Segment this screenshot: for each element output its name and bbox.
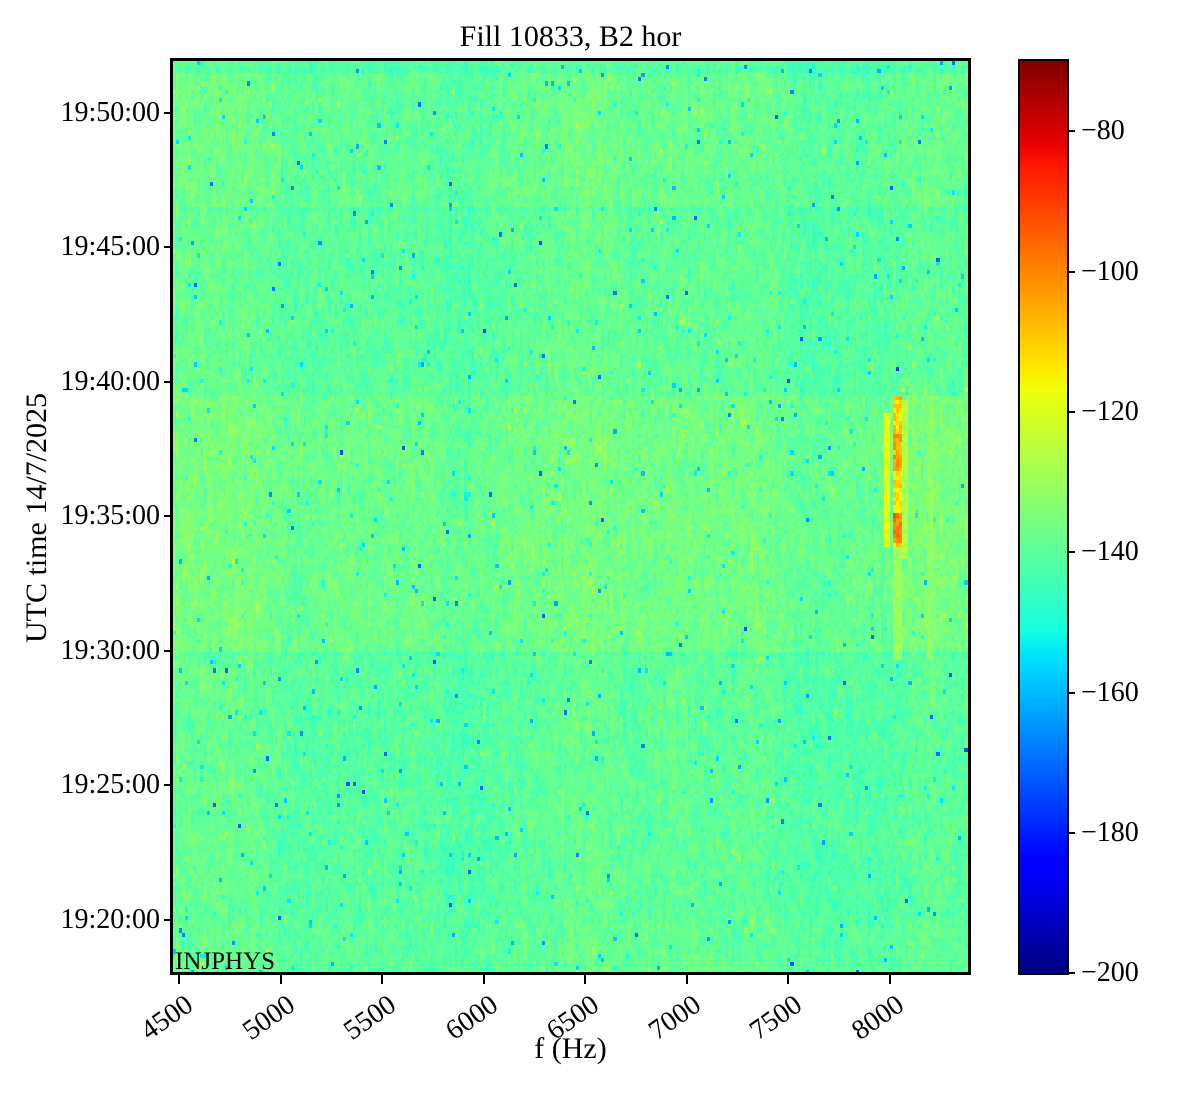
y-tick-mark: [164, 246, 173, 249]
x-axis-label: f (Hz): [534, 1032, 607, 1065]
y-tick-label: 19:40:00: [60, 365, 160, 397]
colorbar-tick-mark: [1067, 551, 1075, 554]
colorbar-tick-label: −160: [1081, 676, 1139, 708]
colorbar-tick-mark: [1067, 130, 1075, 133]
figure-title: Fill 10833, B2 hor: [459, 20, 682, 53]
x-tick-mark: [787, 975, 790, 984]
x-tick-mark: [888, 975, 891, 984]
colorbar-tick-label: −100: [1081, 255, 1139, 287]
spectrogram-heatmap-canvas: [173, 61, 968, 975]
y-tick-label: 19:20:00: [60, 903, 160, 935]
colorbar-tick-label: −120: [1081, 395, 1139, 427]
x-tick-mark: [178, 975, 181, 984]
colorbar-tick-label: −80: [1081, 115, 1125, 147]
colorbar-tick-label: −180: [1081, 816, 1139, 848]
y-tick-mark: [164, 784, 173, 787]
colorbar-tick-mark: [1067, 831, 1075, 834]
y-tick-label: 19:50:00: [60, 96, 160, 128]
colorbar-tick-label: −140: [1081, 536, 1139, 568]
x-tick-mark: [584, 975, 587, 984]
colorbar-gradient-canvas: [1020, 61, 1067, 973]
beam-mode-annotation: INJPHYS: [175, 948, 276, 975]
y-tick-label: 19:30:00: [60, 634, 160, 666]
colorbar-tick-mark: [1067, 972, 1075, 975]
y-tick-label: 19:25:00: [60, 769, 160, 801]
y-tick-label: 19:45:00: [60, 231, 160, 263]
colorbar-tick-mark: [1067, 270, 1075, 273]
colorbar-tick-mark: [1067, 410, 1075, 413]
y-tick-mark: [164, 649, 173, 652]
y-tick-mark: [164, 918, 173, 921]
colorbar-tick-mark: [1067, 691, 1075, 694]
x-tick-mark: [279, 975, 282, 984]
y-tick-mark: [164, 111, 173, 114]
x-tick-mark: [685, 975, 688, 984]
y-tick-label: 19:35:00: [60, 500, 160, 532]
x-tick-mark: [482, 975, 485, 984]
colorbar-tick-label: −200: [1081, 957, 1139, 989]
x-tick-mark: [381, 975, 384, 984]
y-tick-mark: [164, 515, 173, 518]
y-tick-mark: [164, 380, 173, 383]
